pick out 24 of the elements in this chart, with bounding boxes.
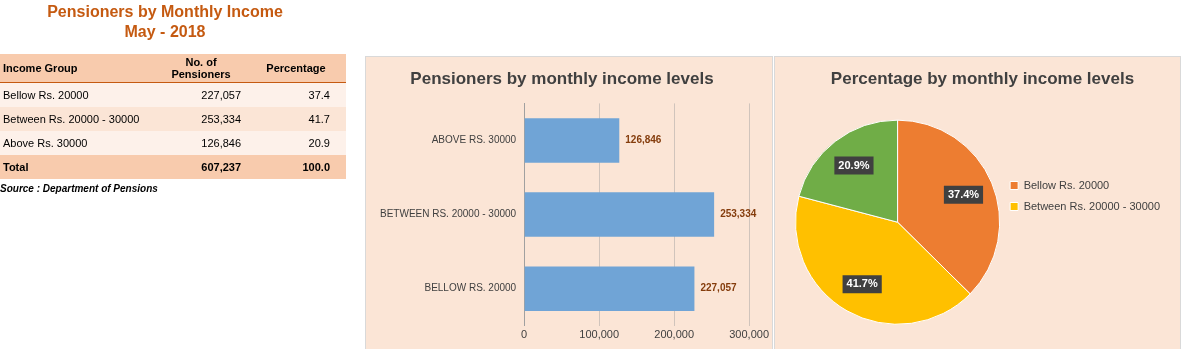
data-label: 20.9% — [838, 158, 870, 171]
chart-title: Pensioners by monthly income levels — [410, 68, 714, 88]
y-tick-label: BETWEEN RS. 20000 - 30000 — [379, 208, 517, 220]
x-tick-label: 0 — [521, 328, 528, 341]
legend-label: Bellow Rs. 20000 — [1023, 178, 1110, 191]
x-tick-label: 300,000 — [729, 328, 769, 341]
bar — [524, 118, 620, 163]
x-tick-label: 200,000 — [654, 328, 695, 341]
text: Pensioners by Monthly Income — [46, 2, 284, 22]
data-label: 227,057 — [700, 282, 738, 294]
y-tick-label: BELLOW RS. 20000 — [424, 282, 517, 294]
data-label: 253,334 — [720, 208, 757, 220]
y-tick-label: ABOVE RS. 30000 — [431, 134, 517, 146]
data-label: 41.7% — [846, 277, 878, 290]
source-note: Source : Department of Pensions — [0, 183, 159, 194]
legend-label: Between Rs. 20000 - 30000 — [1023, 199, 1160, 212]
income-table: Income Group No. of Pensioners Percentage Bellow Rs. 20000 227,057 37.4 Between Rs. 20000 - 30000 253,334 41.7 Above Rs. 30000 126,846 20.9 Total 607,237 100.0 — [0, 54, 346, 179]
chart-title: Percentage by monthly income levels — [830, 68, 1135, 88]
x-tick-label: 100,000 — [579, 328, 620, 341]
bar — [524, 192, 715, 237]
data-label: 126,846 — [625, 134, 662, 146]
text: May - 2018 — [123, 22, 207, 42]
bar — [524, 266, 695, 311]
data-label: 37.4% — [947, 187, 980, 200]
